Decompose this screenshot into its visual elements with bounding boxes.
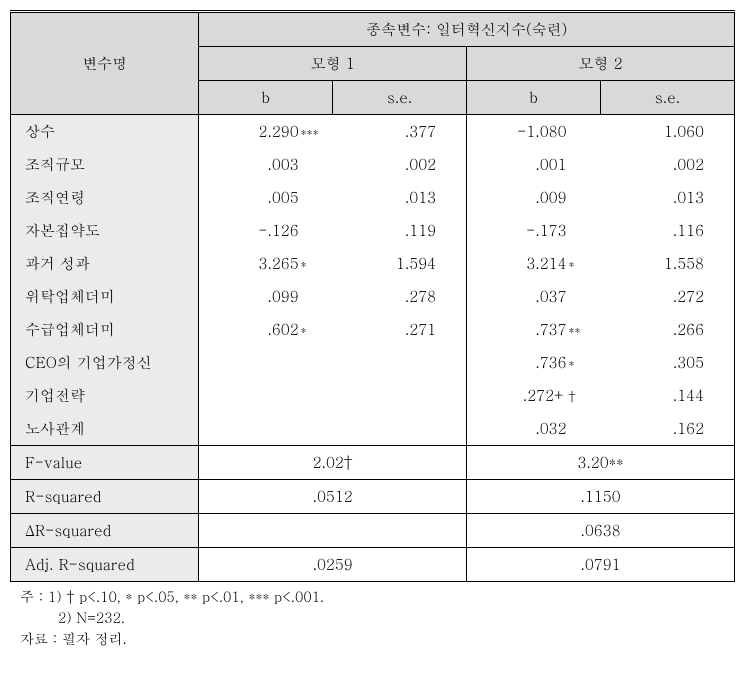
row-label: 과거 성과 (11, 247, 199, 280)
cell-se: .278 (333, 280, 467, 313)
cell-b: .099 (199, 280, 333, 313)
cell-se: .377 (333, 115, 467, 149)
cell-se: .013 (333, 181, 467, 214)
cell-se (333, 412, 467, 446)
cell-b: -.173 (467, 214, 601, 247)
row-label: 조직연령 (11, 181, 199, 214)
cell-se: .144 (601, 379, 735, 412)
footnote-1: 주 : 1) † p<.10, * p<.05, ** p<.01, *** p… (20, 586, 735, 607)
header-m2-b: b (467, 81, 601, 115)
summary-m1: 2.02† (199, 446, 467, 480)
cell-b: -1.080 (467, 115, 601, 149)
table-row: 수급업체더미.602*.271.737**.266 (11, 313, 735, 346)
cell-se: .305 (601, 346, 735, 379)
cell-se: .266 (601, 313, 735, 346)
table-row: 노사관계 .032.162 (11, 412, 735, 446)
cell-se: .013 (601, 181, 735, 214)
summary-m1: .0259 (199, 548, 467, 582)
table-row: 위탁업체더미.099.278.037.272 (11, 280, 735, 313)
row-label: 기업전략 (11, 379, 199, 412)
regression-table: 변수명 종속변수: 일터혁신지수(숙련) 모형 1 모형 2 b s.e. b … (10, 10, 735, 582)
cell-se: .272 (601, 280, 735, 313)
table-body: 상수2.290***.377-1.0801.060조직규모.003.002.00… (11, 115, 735, 446)
table-row: CEO의 기업가정신 .736*.305 (11, 346, 735, 379)
cell-se: .002 (601, 148, 735, 181)
cell-se: 1.060 (601, 115, 735, 149)
cell-b: -.126 (199, 214, 333, 247)
row-label: 조직규모 (11, 148, 199, 181)
cell-se: .002 (333, 148, 467, 181)
row-label: 상수 (11, 115, 199, 149)
cell-b: 2.290*** (199, 115, 333, 149)
header-m1-b: b (199, 81, 333, 115)
row-label: 수급업체더미 (11, 313, 199, 346)
header-model1: 모형 1 (199, 47, 467, 81)
summary-m2: 3.20** (467, 446, 735, 480)
summary-m1 (199, 514, 467, 548)
cell-b: .001 (467, 148, 601, 181)
summary-row: F-value2.02†3.20** (11, 446, 735, 480)
header-varname: 변수명 (11, 12, 199, 115)
cell-b: .037 (467, 280, 601, 313)
cell-b: .272+† (467, 379, 601, 412)
summary-label: ΔR-squared (11, 514, 199, 548)
footnotes: 주 : 1) † p<.10, * p<.05, ** p<.01, *** p… (10, 586, 735, 649)
footnote-3: 자료 : 필자 정리. (20, 628, 735, 649)
cell-b: .602* (199, 313, 333, 346)
cell-b: .737** (467, 313, 601, 346)
header-model2: 모형 2 (467, 47, 735, 81)
cell-b (199, 412, 333, 446)
cell-se: .271 (333, 313, 467, 346)
cell-b: 3.265* (199, 247, 333, 280)
cell-b: .032 (467, 412, 601, 446)
row-label: 노사관계 (11, 412, 199, 446)
row-label: 자본집약도 (11, 214, 199, 247)
table-row: 상수2.290***.377-1.0801.060 (11, 115, 735, 149)
cell-b (199, 379, 333, 412)
cell-b: .736* (467, 346, 601, 379)
summary-m2: .0638 (467, 514, 735, 548)
row-label: CEO의 기업가정신 (11, 346, 199, 379)
header-depvar: 종속변수: 일터혁신지수(숙련) (199, 12, 735, 47)
table-summary: F-value2.02†3.20**R-squared.0512.1150ΔR-… (11, 446, 735, 582)
cell-b: .005 (199, 181, 333, 214)
footnote-2: 2) N=232. (20, 607, 735, 628)
cell-b: 3.214* (467, 247, 601, 280)
summary-row: R-squared.0512.1150 (11, 480, 735, 514)
table-row: 과거 성과3.265*1.5943.214*1.558 (11, 247, 735, 280)
header-m2-se: s.e. (601, 81, 735, 115)
cell-b: .003 (199, 148, 333, 181)
summary-m1: .0512 (199, 480, 467, 514)
cell-b: .009 (467, 181, 601, 214)
summary-label: F-value (11, 446, 199, 480)
table-row: 기업전략 .272+†.144 (11, 379, 735, 412)
table-row: 조직규모.003.002.001.002 (11, 148, 735, 181)
summary-label: Adj. R-squared (11, 548, 199, 582)
row-label: 위탁업체더미 (11, 280, 199, 313)
cell-b (199, 346, 333, 379)
cell-se (333, 346, 467, 379)
table-row: 조직연령.005.013.009.013 (11, 181, 735, 214)
summary-row: ΔR-squared .0638 (11, 514, 735, 548)
summary-row: Adj. R-squared.0259.0791 (11, 548, 735, 582)
cell-se: .116 (601, 214, 735, 247)
summary-m2: .0791 (467, 548, 735, 582)
cell-se: 1.558 (601, 247, 735, 280)
header-m1-se: s.e. (333, 81, 467, 115)
cell-se (333, 379, 467, 412)
summary-m2: .1150 (467, 480, 735, 514)
summary-label: R-squared (11, 480, 199, 514)
cell-se: .119 (333, 214, 467, 247)
cell-se: 1.594 (333, 247, 467, 280)
table-row: 자본집약도-.126.119-.173.116 (11, 214, 735, 247)
cell-se: .162 (601, 412, 735, 446)
